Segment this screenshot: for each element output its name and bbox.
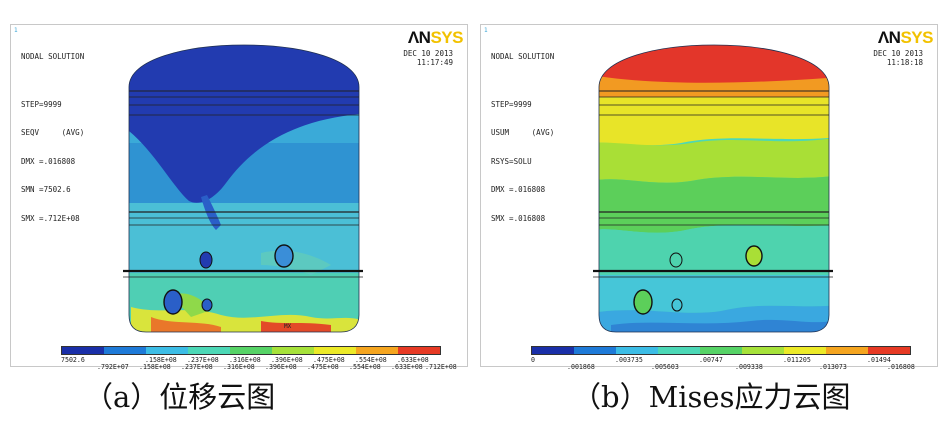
panel-a-info: NODAL SOLUTION STEP=9999 SEQV (AVG) DMX …: [21, 52, 85, 223]
panel-b-corner-number: 1: [484, 27, 488, 34]
legend-swatch: [868, 347, 910, 354]
legend-swatch: [230, 347, 272, 354]
legend-swatch: [104, 347, 146, 354]
panel-b-timestamp: DEC 10 2013 11:18:18: [873, 49, 923, 67]
legend-swatch: [398, 347, 440, 354]
panel-b-vessel-contour: [593, 44, 833, 333]
panel-b-info: NODAL SOLUTION STEP=9999 USUM (AVG) RSYS…: [491, 52, 555, 223]
panel-b: 1 NODAL SOLUTION STEP=9999 USUM (AVG) RS…: [480, 24, 938, 371]
panel-a-mx-marker: MX: [284, 323, 292, 330]
legend-swatch: [826, 347, 868, 354]
legend-swatch: [658, 347, 700, 354]
panel-a-timestamp: DEC 10 2013 11:17:49: [403, 49, 453, 67]
legend-swatch: [700, 347, 742, 354]
caption-a: （a）位移云图: [84, 380, 276, 414]
legend-swatch: [532, 347, 574, 354]
ansys-logo: ΛNSYS: [407, 28, 464, 47]
panel-b-legend-bar: [531, 346, 911, 355]
legend-swatch: [742, 347, 784, 354]
panel-a: 1 NODAL SOLUTION STEP=9999 SEQV (AVG) DM…: [10, 24, 468, 371]
panel-a-legend-bar: [61, 346, 441, 355]
legend-swatch: [616, 347, 658, 354]
legend-swatch: [146, 347, 188, 354]
legend-swatch: [356, 347, 398, 354]
legend-swatch: [574, 347, 616, 354]
panel-a-corner-number: 1: [14, 27, 18, 34]
panel-a-vessel-contour: [123, 44, 363, 333]
legend-swatch: [62, 347, 104, 354]
caption-b: （b）Mises应力云图: [572, 380, 851, 414]
legend-swatch: [784, 347, 826, 354]
legend-swatch: [272, 347, 314, 354]
legend-swatch: [188, 347, 230, 354]
ansys-logo: ΛNSYS: [877, 28, 934, 47]
legend-swatch: [314, 347, 356, 354]
